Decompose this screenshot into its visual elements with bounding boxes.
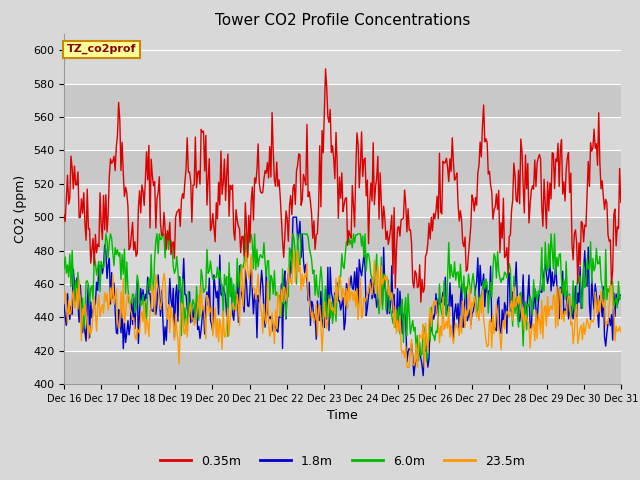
Bar — [64, 150, 621, 184]
Legend: 0.35m, 1.8m, 6.0m, 23.5m: 0.35m, 1.8m, 6.0m, 23.5m — [155, 450, 530, 473]
Bar — [64, 217, 621, 251]
Bar — [64, 50, 621, 84]
Bar — [64, 350, 621, 384]
Title: Tower CO2 Profile Concentrations: Tower CO2 Profile Concentrations — [214, 13, 470, 28]
Bar — [64, 284, 621, 317]
X-axis label: Time: Time — [327, 409, 358, 422]
Bar — [64, 84, 621, 117]
Bar — [64, 251, 621, 284]
Bar — [64, 117, 621, 150]
Y-axis label: CO2 (ppm): CO2 (ppm) — [15, 175, 28, 243]
Bar — [64, 184, 621, 217]
Text: TZ_co2prof: TZ_co2prof — [67, 44, 136, 54]
Bar — [64, 317, 621, 350]
